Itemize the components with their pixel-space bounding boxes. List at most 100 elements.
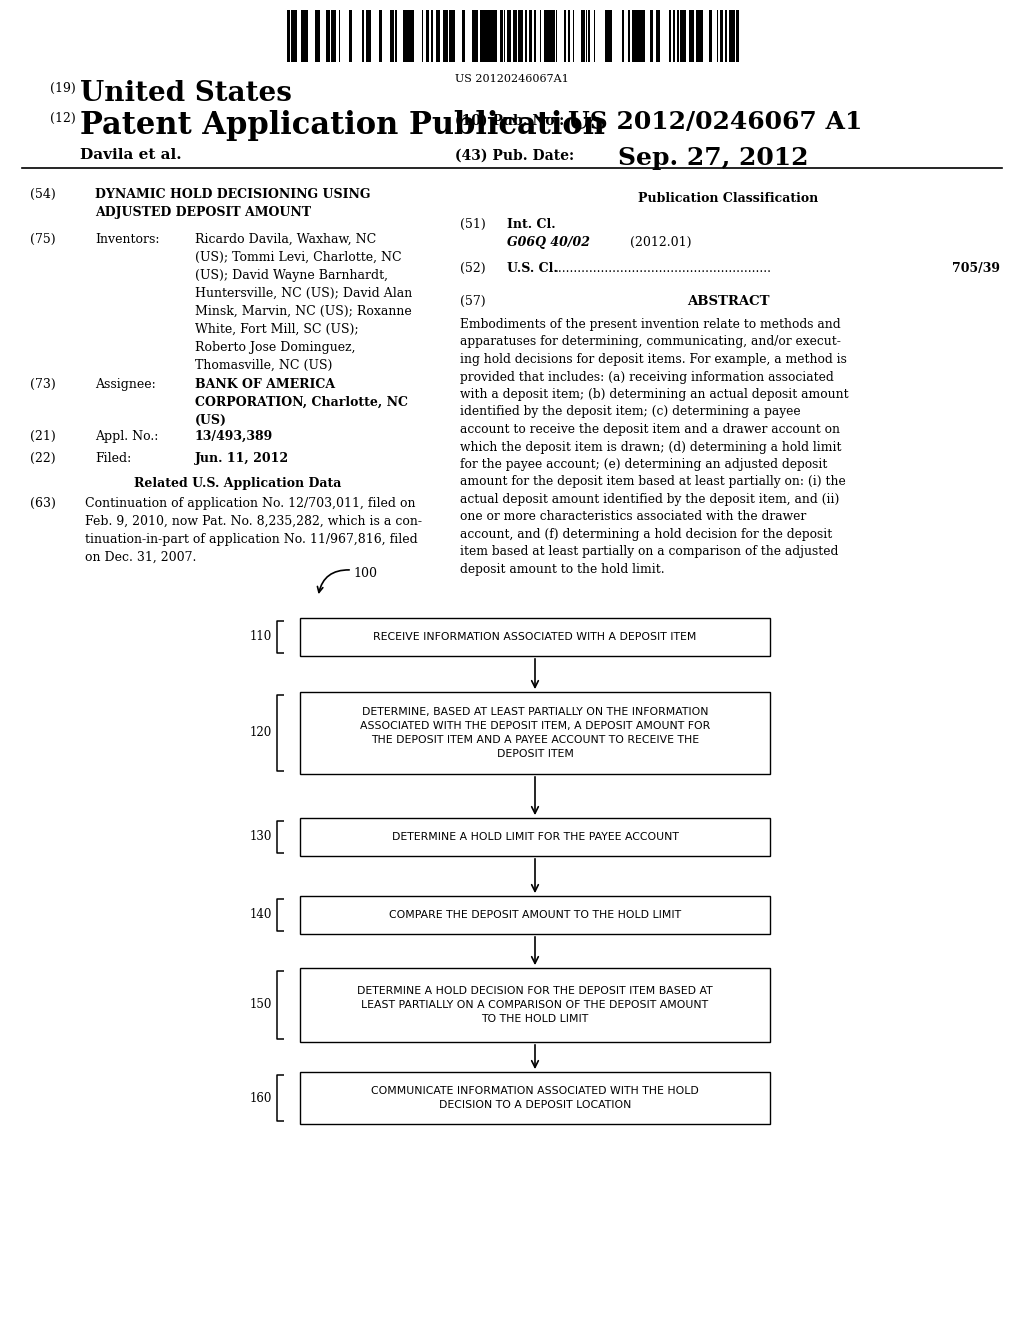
Text: Appl. No.:: Appl. No.: — [95, 430, 159, 444]
Text: DETERMINE, BASED AT LEAST PARTIALLY ON THE INFORMATION
ASSOCIATED WITH THE DEPOS: DETERMINE, BASED AT LEAST PARTIALLY ON T… — [359, 708, 710, 759]
Bar — [534, 11, 536, 62]
Text: 100: 100 — [353, 568, 377, 579]
Bar — [690, 11, 694, 62]
Bar — [474, 11, 478, 62]
Text: Int. Cl.: Int. Cl. — [507, 218, 556, 231]
Text: Jun. 11, 2012: Jun. 11, 2012 — [195, 451, 289, 465]
Bar — [443, 11, 446, 62]
Bar — [331, 11, 333, 62]
Bar — [730, 11, 732, 62]
Bar — [529, 11, 532, 62]
Bar — [483, 11, 485, 62]
Text: 130: 130 — [250, 830, 272, 843]
Text: Patent Application Publication: Patent Application Publication — [80, 110, 605, 141]
Bar — [628, 11, 630, 62]
Bar — [673, 11, 675, 62]
Bar — [485, 11, 487, 62]
Text: Related U.S. Application Data: Related U.S. Application Data — [134, 477, 341, 490]
Bar — [303, 11, 307, 62]
Bar — [295, 11, 297, 62]
Bar — [680, 11, 682, 62]
Bar — [582, 11, 585, 62]
Bar — [525, 11, 527, 62]
Text: 705/39: 705/39 — [952, 261, 1000, 275]
Bar — [390, 11, 393, 62]
Bar — [651, 11, 653, 62]
Bar — [452, 11, 455, 62]
Bar — [487, 11, 490, 62]
Text: 120: 120 — [250, 726, 272, 739]
Text: (10) Pub. No.:: (10) Pub. No.: — [455, 114, 564, 128]
Bar — [492, 11, 494, 62]
Bar — [462, 11, 465, 62]
Text: US 20120246067A1: US 20120246067A1 — [455, 74, 569, 84]
Bar — [568, 11, 570, 62]
Bar — [732, 11, 735, 62]
Bar — [301, 11, 303, 62]
Text: (12): (12) — [50, 112, 76, 125]
Bar — [513, 11, 517, 62]
Bar — [501, 11, 503, 62]
Text: (22): (22) — [30, 451, 55, 465]
Text: (51): (51) — [460, 218, 485, 231]
Bar — [293, 11, 295, 62]
Bar — [287, 11, 290, 62]
Bar — [366, 11, 369, 62]
Bar — [494, 11, 497, 62]
Bar — [436, 11, 440, 62]
Text: DYNAMIC HOLD DECISIONING USING
ADJUSTED DEPOSIT AMOUNT: DYNAMIC HOLD DECISIONING USING ADJUSTED … — [95, 187, 371, 219]
Bar — [407, 11, 410, 62]
Bar — [588, 11, 590, 62]
Bar — [622, 11, 624, 62]
Text: 110: 110 — [250, 631, 272, 644]
Bar — [395, 11, 397, 62]
Text: DETERMINE A HOLD LIMIT FOR THE PAYEE ACCOUNT: DETERMINE A HOLD LIMIT FOR THE PAYEE ACC… — [391, 832, 679, 842]
Bar — [610, 11, 612, 62]
Text: (2012.01): (2012.01) — [630, 236, 691, 249]
Text: US 2012/0246067 A1: US 2012/0246067 A1 — [568, 110, 862, 135]
Text: BANK OF AMERICA
CORPORATION, Charlotte, NC
(US): BANK OF AMERICA CORPORATION, Charlotte, … — [195, 378, 408, 426]
Bar — [508, 11, 510, 62]
Bar — [300, 968, 770, 1041]
Text: (19): (19) — [50, 82, 76, 95]
Text: Ricardo Davila, Waxhaw, NC
(US); Tommi Levi, Charlotte, NC
(US); David Wayne Bar: Ricardo Davila, Waxhaw, NC (US); Tommi L… — [195, 234, 413, 372]
Bar — [333, 11, 335, 62]
Bar — [632, 11, 634, 62]
Text: Sep. 27, 2012: Sep. 27, 2012 — [618, 147, 809, 170]
Text: (73): (73) — [30, 378, 55, 391]
Bar — [431, 11, 433, 62]
Text: (75): (75) — [30, 234, 55, 246]
Bar — [449, 11, 452, 62]
Bar — [326, 11, 329, 62]
Bar — [605, 11, 608, 62]
Bar — [300, 818, 770, 855]
Text: United States: United States — [80, 81, 292, 107]
Bar — [291, 11, 293, 62]
Bar — [545, 11, 549, 62]
Bar — [362, 11, 364, 62]
Text: 140: 140 — [250, 908, 272, 921]
Bar — [720, 11, 722, 62]
Text: (43) Pub. Date:: (43) Pub. Date: — [455, 149, 574, 162]
Text: U.S. Cl.: U.S. Cl. — [507, 261, 558, 275]
Text: ABSTRACT: ABSTRACT — [687, 294, 769, 308]
Text: (57): (57) — [460, 294, 485, 308]
Text: Embodiments of the present invention relate to methods and
apparatuses for deter: Embodiments of the present invention rel… — [460, 318, 849, 576]
Bar — [380, 11, 382, 62]
Bar — [518, 11, 521, 62]
Text: (63): (63) — [30, 498, 56, 510]
Bar — [640, 11, 642, 62]
Bar — [709, 11, 712, 62]
Text: COMPARE THE DEPOSIT AMOUNT TO THE HOLD LIMIT: COMPARE THE DEPOSIT AMOUNT TO THE HOLD L… — [389, 909, 681, 920]
Text: (52): (52) — [460, 261, 485, 275]
Text: (54): (54) — [30, 187, 55, 201]
Bar — [669, 11, 671, 62]
Bar — [696, 11, 700, 62]
Text: (21): (21) — [30, 430, 55, 444]
Bar — [549, 11, 552, 62]
Bar — [634, 11, 637, 62]
Text: 13/493,389: 13/493,389 — [195, 430, 273, 444]
Bar — [300, 618, 770, 656]
Bar — [411, 11, 414, 62]
Text: DETERMINE A HOLD DECISION FOR THE DEPOSIT ITEM BASED AT
LEAST PARTIALLY ON A COM: DETERMINE A HOLD DECISION FOR THE DEPOSI… — [357, 986, 713, 1024]
